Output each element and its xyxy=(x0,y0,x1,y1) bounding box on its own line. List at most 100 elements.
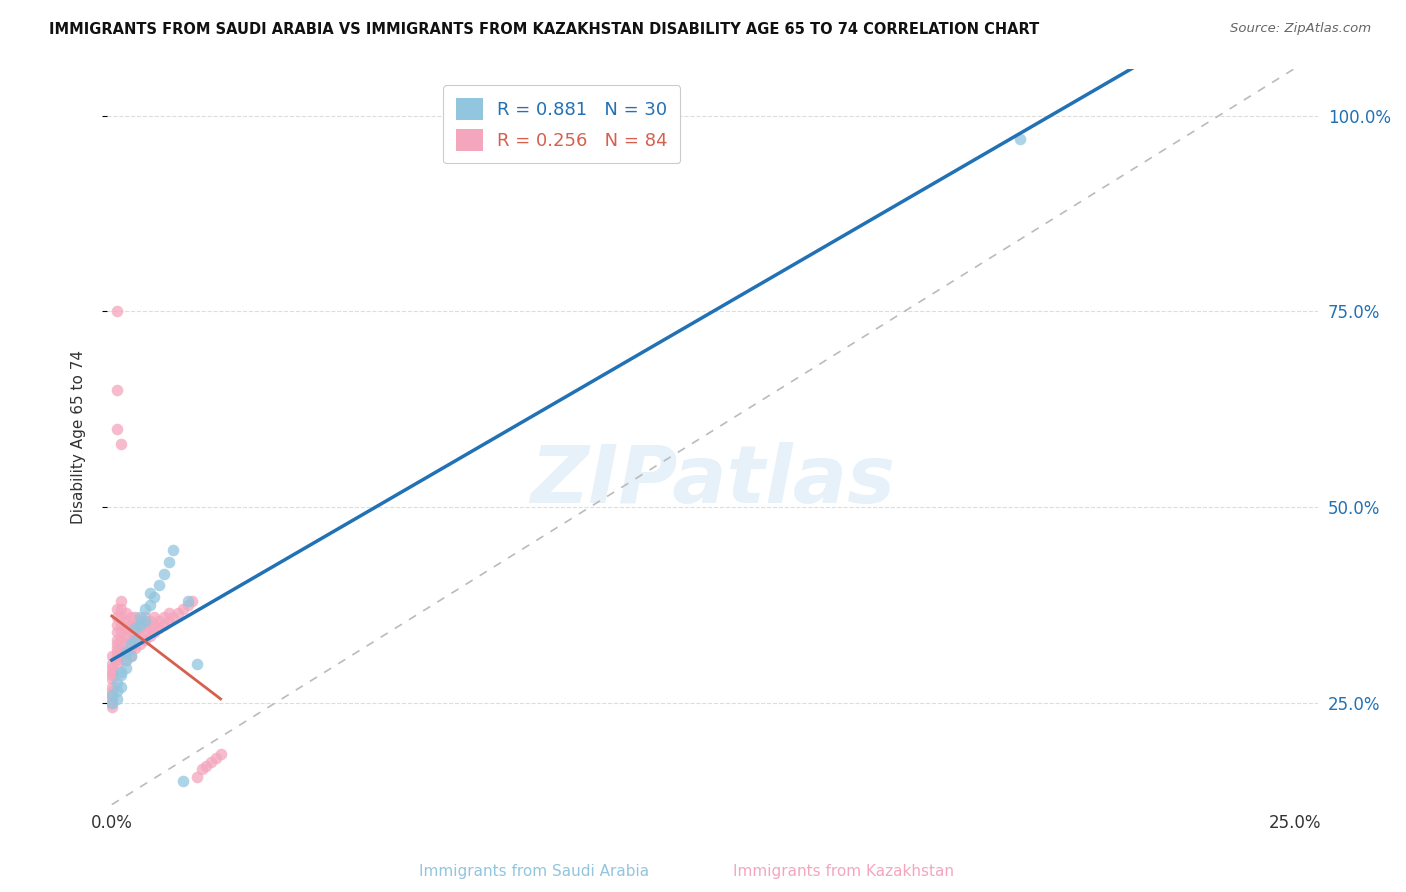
Point xyxy=(105,653,128,667)
Point xyxy=(134,617,156,632)
Point xyxy=(162,609,184,624)
Point xyxy=(101,648,124,663)
Legend: R = 0.881   N = 30, R = 0.256   N = 84: R = 0.881 N = 30, R = 0.256 N = 84 xyxy=(443,85,681,163)
Point xyxy=(105,648,128,663)
Point xyxy=(115,629,138,643)
Point xyxy=(190,763,212,777)
Point xyxy=(138,614,160,628)
Point xyxy=(115,645,138,659)
Point xyxy=(105,422,128,436)
Point xyxy=(120,648,142,663)
Point xyxy=(105,692,128,706)
Point xyxy=(105,676,128,690)
Point xyxy=(138,598,160,612)
Point xyxy=(110,594,132,608)
Point xyxy=(157,614,180,628)
Point xyxy=(134,602,156,616)
Point xyxy=(153,566,176,581)
Point xyxy=(143,617,166,632)
Point xyxy=(124,625,146,640)
Point xyxy=(110,648,132,663)
Point xyxy=(105,657,128,671)
Point xyxy=(120,609,142,624)
Y-axis label: Disability Age 65 to 74: Disability Age 65 to 74 xyxy=(72,350,86,524)
Point xyxy=(157,606,180,620)
Point xyxy=(172,602,194,616)
Point xyxy=(124,641,146,656)
Point xyxy=(115,660,138,674)
Point xyxy=(162,543,184,558)
Point xyxy=(101,657,124,671)
Point xyxy=(120,625,142,640)
Point xyxy=(101,680,124,694)
Point xyxy=(129,617,152,632)
Point xyxy=(181,594,204,608)
Point xyxy=(105,641,128,656)
Point xyxy=(101,699,124,714)
Point xyxy=(124,617,146,632)
Point xyxy=(134,614,156,628)
Text: Source: ZipAtlas.com: Source: ZipAtlas.com xyxy=(1230,22,1371,36)
Point xyxy=(120,633,142,648)
Point xyxy=(115,637,138,651)
Point xyxy=(186,770,208,784)
Point xyxy=(101,688,124,702)
Point xyxy=(172,774,194,789)
Point xyxy=(105,602,128,616)
Point xyxy=(120,637,142,651)
Point xyxy=(115,653,138,667)
Point xyxy=(138,622,160,636)
Point xyxy=(110,668,132,682)
Point xyxy=(110,609,132,624)
Point xyxy=(120,617,142,632)
Text: IMMIGRANTS FROM SAUDI ARABIA VS IMMIGRANTS FROM KAZAKHSTAN DISABILITY AGE 65 TO : IMMIGRANTS FROM SAUDI ARABIA VS IMMIGRAN… xyxy=(49,22,1039,37)
Point xyxy=(129,614,152,628)
Point xyxy=(138,586,160,600)
Point xyxy=(105,304,128,318)
Point xyxy=(143,609,166,624)
Point xyxy=(148,614,170,628)
Point xyxy=(129,637,152,651)
Point xyxy=(101,696,124,710)
Point xyxy=(195,758,218,772)
Point xyxy=(124,622,146,636)
Point xyxy=(105,609,128,624)
Point xyxy=(110,625,132,640)
Point xyxy=(134,633,156,648)
Point xyxy=(101,665,124,679)
Point xyxy=(101,660,124,674)
Point xyxy=(157,555,180,569)
Point xyxy=(101,673,124,687)
Point xyxy=(124,609,146,624)
Point xyxy=(134,609,156,624)
Point xyxy=(110,602,132,616)
Point xyxy=(167,606,190,620)
Point xyxy=(110,641,132,656)
Point xyxy=(105,617,128,632)
Point xyxy=(134,625,156,640)
Point xyxy=(105,625,128,640)
Point xyxy=(209,747,232,761)
Point xyxy=(143,625,166,640)
Point xyxy=(153,617,176,632)
Point xyxy=(124,633,146,648)
Point xyxy=(1010,132,1032,146)
Point xyxy=(105,383,128,397)
Point xyxy=(110,665,132,679)
Point xyxy=(110,617,132,632)
Point xyxy=(101,688,124,702)
Point xyxy=(115,614,138,628)
Point xyxy=(105,684,128,698)
Point xyxy=(129,609,152,624)
Point xyxy=(148,578,170,592)
Point xyxy=(101,692,124,706)
Point xyxy=(105,637,128,651)
Point xyxy=(148,622,170,636)
Point xyxy=(186,657,208,671)
Point xyxy=(200,755,222,769)
Point xyxy=(115,645,138,659)
Point xyxy=(110,633,132,648)
Point xyxy=(176,598,198,612)
Point xyxy=(101,668,124,682)
Text: Immigrants from Saudi Arabia: Immigrants from Saudi Arabia xyxy=(419,864,650,879)
